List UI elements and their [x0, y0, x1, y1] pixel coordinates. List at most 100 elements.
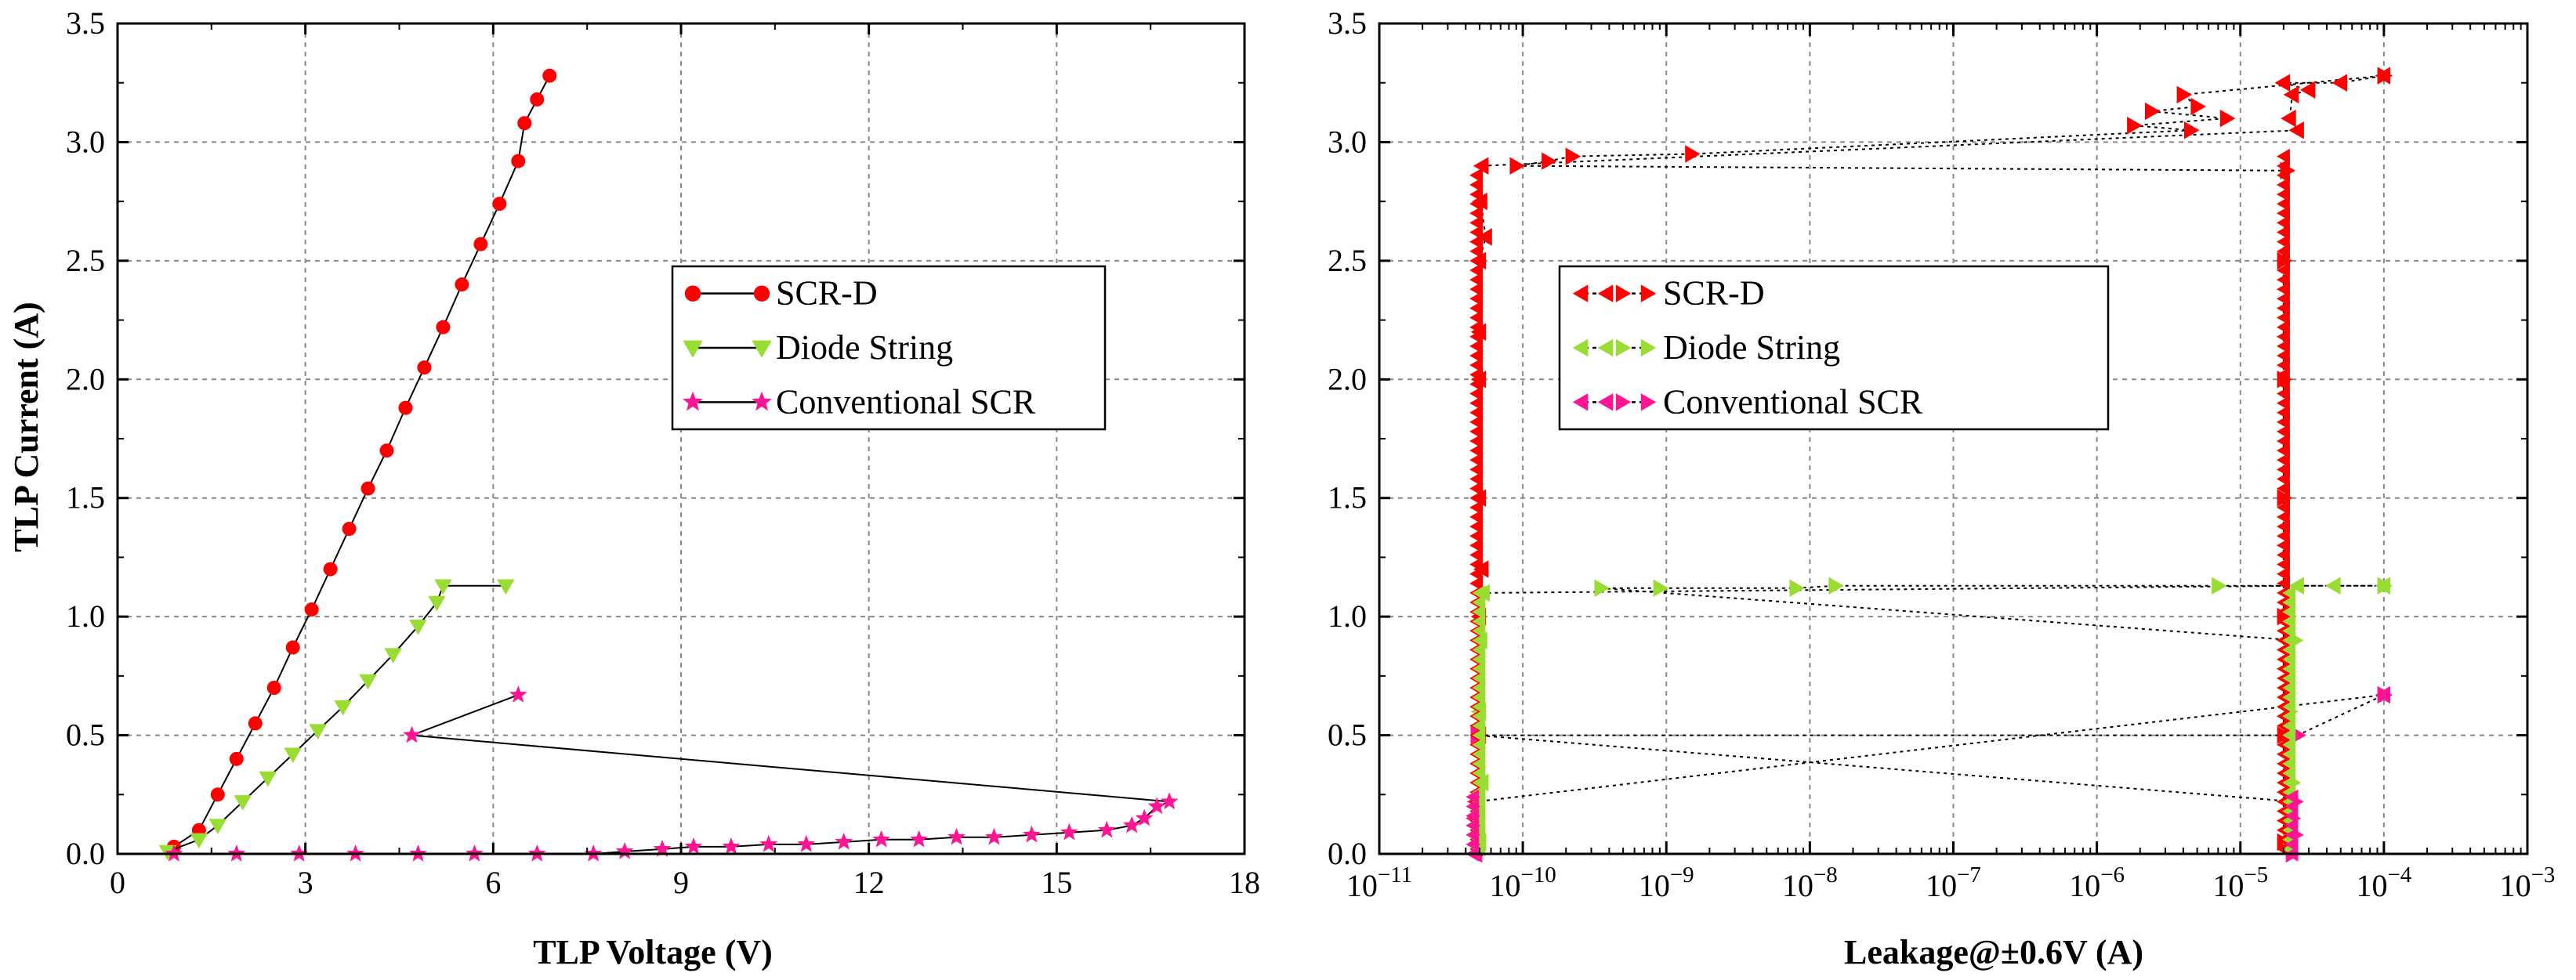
leakage-x-tick-exponent: −5: [2244, 862, 2268, 888]
leakage-y-tick-label: 2.0: [1328, 361, 1367, 396]
iv-conventional-scr-point: [509, 685, 527, 703]
leakage-scr-d-minus_leakage-point: [1476, 228, 1492, 246]
leakage-conventional-scr-plus_leakage-point: [2377, 685, 2393, 704]
leakage-x-tick-exponent: −3: [2531, 862, 2556, 888]
leakage-scr-d-plus_leakage-point: [2145, 102, 2161, 121]
iv-conventional-scr-point: [1135, 808, 1154, 826]
leakage-x-tick-exponent: −10: [1520, 862, 1556, 888]
leakage-legend-conventional-scr-marker: [1640, 393, 1657, 411]
leakage-x-tick-exponent: −6: [2100, 862, 2125, 888]
leakage-y-tick-label: 0.5: [1328, 718, 1367, 753]
leakage-scr-d-sweep-point: [2277, 424, 2290, 439]
leakage-scr-d-sweep-point: [2277, 158, 2290, 174]
iv-x-tick-label: 12: [853, 865, 885, 900]
leakage-diode-string-plus_leakage-point: [2377, 577, 2393, 595]
iv-conventional-scr-point: [1122, 815, 1141, 834]
iv-conventional-scr-point: [722, 837, 741, 855]
leakage-y-tick-label: 3.0: [1328, 124, 1367, 159]
leakage-scr-d-plus_leakage-point: [2184, 121, 2200, 139]
iv-diode-string-point: [434, 579, 452, 595]
iv-conventional-scr-point: [1097, 820, 1116, 838]
iv-legend-scr-d-marker: [684, 285, 701, 302]
leakage-scr-d-plus_leakage-point: [1542, 152, 1557, 170]
leakage-diode-string-sweep-point: [2282, 680, 2296, 696]
leakage-diode-string-plus_leakage-point: [1828, 577, 1844, 595]
iv-scr-d-point: [492, 197, 507, 212]
iv-diode-string-point: [409, 620, 427, 635]
leakage-legend-conventional-scr-label: Conventional SCR: [1663, 382, 1923, 421]
leakage-legend-scr-d-marker: [1615, 284, 1632, 302]
leakage-x-tick-exponent: −8: [1813, 862, 1838, 888]
leakage-scr-d-plus_leakage-line: [1516, 74, 2384, 842]
iv-y-tick-label: 1.0: [66, 598, 105, 634]
iv-diode-string-point: [334, 700, 352, 716]
leakage-diode-string-sweep-point: [1472, 585, 1486, 601]
leakage-y-tick-label: 3.5: [1328, 5, 1367, 41]
iv-conventional-scr-point: [910, 830, 928, 848]
leakage-x-tick-exponent: −7: [1957, 862, 1981, 888]
leakage-legend-conventional-scr-marker: [1572, 393, 1589, 411]
leakage-diode-string-minus_leakage-point: [2325, 577, 2341, 595]
leakage-conventional-scr-sweep-point: [1466, 789, 1480, 805]
leakage-scr-d-minus_leakage-point: [2274, 74, 2291, 92]
leakage-diode-string-plus_leakage-point: [2212, 577, 2227, 595]
leakage-scr-d-minus_leakage-point: [2299, 81, 2316, 99]
iv-x-axis-title: TLP Voltage (V): [533, 933, 773, 971]
leakage-y-tick-label: 2.5: [1328, 243, 1367, 278]
iv-scr-d-point: [455, 277, 469, 292]
iv-x-tick-label: 0: [110, 865, 125, 900]
leakage-scr-d-minus_leakage-point: [2331, 74, 2347, 92]
iv-conventional-scr-point: [872, 830, 891, 848]
leakage-diode-string-plus_leakage-point: [1594, 579, 1610, 597]
iv-scr-d-point: [323, 562, 338, 577]
leakage-scr-d-plus_leakage-point: [2377, 67, 2393, 85]
leakage-scr-d-plus_leakage-point: [1685, 145, 1701, 163]
iv-conventional-scr-point: [403, 725, 421, 743]
leakage-legend-diode-string-label: Diode String: [1663, 328, 1840, 367]
iv-y-tick-label: 3.0: [66, 124, 105, 159]
iv-x-tick-label: 6: [485, 865, 501, 900]
iv-y-tick-label: 2.0: [66, 361, 105, 396]
iv-y-tick-label: 0.5: [66, 718, 105, 753]
iv-scr-d-line: [173, 75, 551, 848]
leakage-legend-diode-string-marker: [1597, 338, 1614, 357]
iv-diode-string-point: [428, 595, 446, 612]
leakage-scr-d-minus_leakage-point: [2283, 85, 2299, 104]
leakage-diode-string-plus_leakage-point: [1789, 579, 1805, 597]
leakage-legend-scr-d-label: SCR-D: [1663, 274, 1765, 313]
leakage-scr-d-sweep-point: [2277, 490, 2290, 506]
leakage-scr-d-sweep-point: [2277, 357, 2290, 373]
leakage-y-tick-label: 0.0: [1328, 836, 1367, 871]
leakage-x-axis-title: Leakage@±0.6V (A): [1844, 933, 2143, 971]
iv-scr-d-point: [398, 400, 413, 415]
leakage-scr-d-minus_leakage-point: [2288, 121, 2304, 139]
leakage-x-tick-exponent: −9: [1670, 862, 1694, 888]
iv-legend-scr-d-marker: [753, 285, 770, 302]
leakage-scr-d-plus_leakage-point: [1509, 157, 1525, 175]
leakage-scr-d-sweep-point: [2277, 291, 2290, 307]
leakage-legend-conventional-scr-marker: [1615, 393, 1632, 411]
leakage-scr-d-plus_leakage-point: [2190, 97, 2206, 116]
iv-diode-string-point: [259, 771, 277, 787]
iv-legend-diode-string-marker: [752, 340, 772, 358]
leakage-legend-scr-d-marker: [1640, 284, 1657, 302]
leakage-data: [1466, 67, 2393, 863]
iv-data: [158, 68, 1179, 862]
leakage-y-tick-label: 1.0: [1328, 598, 1367, 634]
iv-scr-d-point: [530, 92, 545, 107]
iv-legend-diode-string-label: Diode String: [776, 328, 953, 367]
iv-chart: 0 3 6 9 12 15 18 0.0 0.5 1.0 1.5 2.0 2.5 3.0 3.5 TLP V…: [7, 5, 1260, 971]
iv-scr-d-point: [304, 602, 319, 617]
iv-conventional-scr-point: [1060, 823, 1078, 841]
leakage-scr-d-plus_leakage-point: [2176, 85, 2193, 104]
iv-y-tick-label: 2.5: [66, 243, 105, 278]
iv-scr-d-point: [285, 640, 300, 655]
iv-scr-d-point: [342, 522, 357, 537]
leakage-legend-diode-string-marker: [1615, 338, 1632, 357]
iv-legend: SCR-D Diode String Conventional SCR: [671, 265, 1107, 431]
iv-diode-string-point: [359, 674, 377, 690]
leakage-scr-d-minus_leakage-point: [2281, 109, 2296, 128]
leakage-legend-conventional-scr-marker: [1597, 393, 1614, 411]
iv-x-tick-label: 15: [1041, 865, 1072, 900]
